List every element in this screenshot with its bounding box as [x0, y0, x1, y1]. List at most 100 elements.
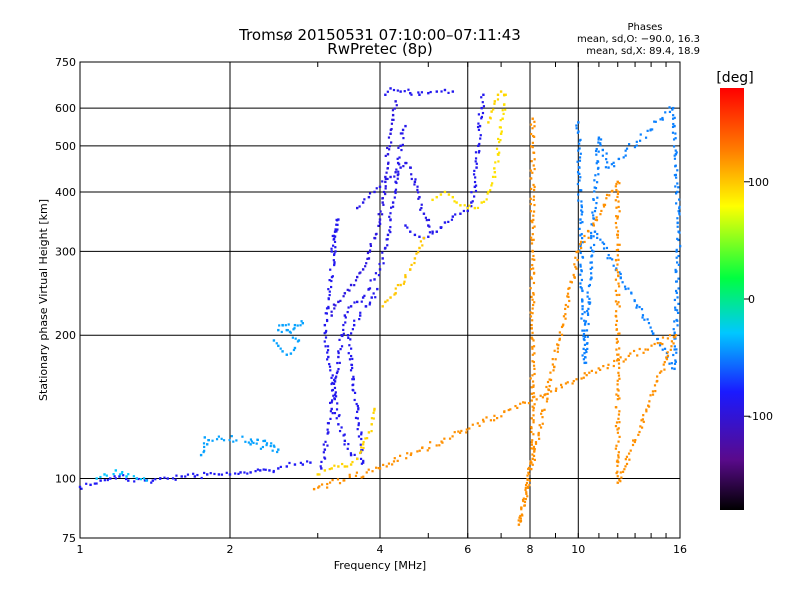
data-point: [530, 386, 533, 389]
data-point: [525, 491, 528, 494]
data-point: [524, 488, 527, 492]
x-tick-label: 4: [377, 543, 384, 556]
data-point: [349, 452, 353, 455]
data-point: [336, 223, 339, 226]
data-point: [612, 364, 615, 368]
data-point: [403, 90, 406, 93]
data-point: [554, 358, 557, 361]
data-point: [520, 506, 523, 509]
data-point: [99, 475, 102, 479]
data-point: [560, 386, 563, 389]
data-point: [326, 319, 329, 323]
data-point: [518, 516, 521, 519]
data-point: [343, 443, 346, 446]
data-point: [392, 88, 396, 92]
data-point: [617, 454, 620, 457]
data-point: [659, 342, 662, 345]
data-point: [530, 219, 533, 222]
data-point: [548, 384, 551, 388]
data-point: [427, 91, 430, 95]
data-point: [328, 290, 331, 293]
y-tick-label: 75: [62, 532, 76, 545]
data-point: [675, 291, 678, 295]
data-point: [333, 386, 337, 390]
data-point: [676, 261, 679, 264]
data-point: [342, 332, 345, 335]
data-point: [355, 457, 359, 461]
data-point: [678, 231, 681, 234]
data-point: [421, 244, 424, 247]
data-point: [349, 453, 353, 457]
data-point: [391, 109, 395, 112]
data-point: [323, 340, 326, 343]
data-point: [184, 475, 187, 478]
data-point: [404, 274, 407, 277]
data-point: [673, 367, 676, 371]
data-point: [95, 477, 98, 480]
data-point: [585, 342, 589, 345]
data-point: [480, 115, 484, 119]
data-point: [354, 474, 358, 478]
data-point: [638, 139, 642, 142]
data-point: [616, 431, 620, 434]
data-point: [576, 258, 579, 262]
data-point: [568, 299, 571, 303]
data-point: [337, 465, 340, 468]
data-point: [330, 401, 333, 404]
data-point: [232, 440, 235, 443]
data-point: [679, 244, 682, 248]
data-point: [369, 244, 373, 248]
data-point: [353, 453, 356, 457]
data-point: [676, 237, 679, 240]
data-point: [333, 378, 336, 381]
data-point: [595, 202, 598, 205]
data-point: [389, 225, 392, 229]
x-axis-label: Frequency [MHz]: [334, 559, 426, 572]
data-point: [580, 278, 583, 282]
data-point: [487, 121, 490, 124]
data-point: [653, 384, 657, 387]
data-point: [629, 449, 632, 452]
data-point: [410, 263, 413, 267]
data-point: [355, 275, 359, 279]
data-point: [616, 475, 619, 478]
data-point: [118, 473, 122, 476]
data-point: [673, 116, 676, 119]
data-point: [400, 148, 403, 152]
data-point: [617, 353, 620, 356]
data-point: [532, 339, 535, 342]
data-point: [618, 182, 621, 185]
data-point: [406, 226, 409, 229]
data-point: [353, 301, 356, 304]
data-point: [330, 382, 333, 386]
data-point: [529, 311, 532, 314]
data-point: [656, 341, 659, 345]
data-point: [443, 88, 447, 92]
data-point: [399, 454, 402, 457]
data-point: [474, 176, 477, 179]
data-point: [533, 450, 536, 453]
data-point: [500, 415, 503, 418]
data-point: [349, 305, 353, 308]
data-point: [672, 328, 675, 331]
data-point: [334, 235, 337, 238]
data-point: [558, 338, 561, 342]
data-point: [482, 105, 486, 108]
data-point: [293, 346, 297, 350]
data-point: [576, 131, 580, 134]
data-point: [621, 281, 624, 284]
data-point: [516, 406, 519, 410]
data-point: [396, 459, 399, 462]
data-point: [532, 281, 536, 285]
data-point: [582, 347, 585, 350]
data-point: [394, 190, 397, 193]
data-point: [336, 478, 340, 481]
data-point: [457, 430, 460, 433]
data-point: [615, 471, 618, 475]
data-point: [532, 183, 535, 187]
data-point: [306, 460, 309, 463]
data-point: [579, 221, 582, 225]
data-point: [530, 417, 533, 420]
data-point: [127, 473, 130, 476]
data-point: [537, 431, 540, 435]
